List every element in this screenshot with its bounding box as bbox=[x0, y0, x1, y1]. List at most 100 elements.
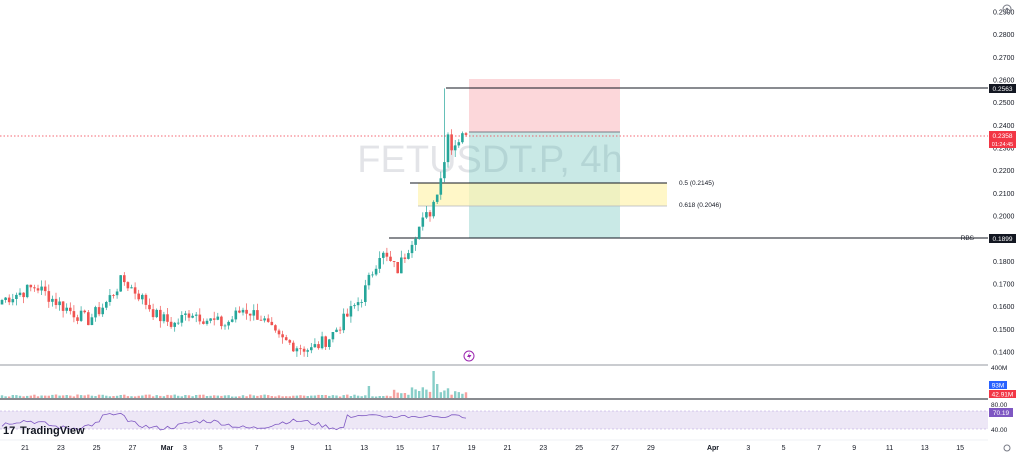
candle-body bbox=[223, 325, 227, 327]
volume-bar bbox=[403, 393, 407, 398]
candle-body bbox=[432, 201, 435, 217]
candle-body bbox=[421, 217, 425, 227]
date-tick-label: 27 bbox=[129, 445, 137, 452]
date-tick-label: 27 bbox=[611, 445, 619, 452]
volume-bar bbox=[461, 393, 464, 398]
price-axis[interactable] bbox=[988, 0, 1024, 452]
candle-body bbox=[54, 298, 58, 305]
volume-bar bbox=[195, 395, 198, 398]
volume-bar bbox=[457, 392, 460, 398]
candle-body bbox=[115, 291, 119, 296]
volume-bar bbox=[61, 395, 65, 398]
candle-body bbox=[105, 302, 108, 308]
volume-bar bbox=[187, 395, 191, 398]
volume-bar bbox=[407, 394, 410, 398]
fib-retracement-zone[interactable] bbox=[418, 183, 667, 206]
volume-bar bbox=[36, 396, 40, 398]
volume-bar bbox=[342, 395, 345, 398]
volume-bar bbox=[464, 392, 468, 398]
candle-body bbox=[461, 133, 464, 143]
fib-0.5-label: 0.5 (0.2145) bbox=[679, 180, 714, 187]
volume-bar bbox=[324, 395, 327, 398]
candle-body bbox=[212, 318, 216, 320]
candle-body bbox=[241, 309, 245, 313]
candle-body bbox=[342, 313, 345, 331]
candle-body bbox=[443, 162, 446, 179]
volume-bar bbox=[259, 395, 263, 398]
volume-bar bbox=[338, 396, 342, 398]
candle-body bbox=[414, 238, 417, 245]
volume-bar bbox=[385, 395, 389, 398]
volume-bar bbox=[4, 396, 7, 398]
volume-bar bbox=[252, 395, 255, 398]
candle-body bbox=[252, 310, 256, 316]
candle-body bbox=[11, 299, 15, 303]
candle-body bbox=[306, 350, 309, 352]
lightning-icon[interactable] bbox=[463, 350, 475, 362]
candle-body bbox=[83, 310, 86, 313]
volume-bar bbox=[249, 394, 252, 398]
stop-loss-zone[interactable] bbox=[469, 79, 620, 132]
volume-bar bbox=[169, 395, 173, 398]
candle-body bbox=[360, 302, 363, 303]
volume-ma-value: 93M bbox=[992, 383, 1005, 390]
date-tick-label: 13 bbox=[921, 445, 929, 452]
top-level-value: 0.2563 bbox=[993, 86, 1013, 93]
volume-ma-tag bbox=[989, 381, 1007, 389]
price-tick-label: 0.2900 bbox=[993, 10, 1015, 17]
price-tick-label: 0.2300 bbox=[993, 146, 1015, 153]
volume-bar bbox=[97, 394, 101, 398]
volume-bar bbox=[263, 394, 266, 398]
candle-body bbox=[389, 256, 392, 261]
volume-bar bbox=[328, 395, 331, 398]
tradingview-logo[interactable]: 17 TradingView bbox=[3, 425, 85, 437]
settings-icon-bottom[interactable] bbox=[1003, 444, 1011, 452]
volume-bar bbox=[302, 395, 306, 398]
candle-body bbox=[281, 334, 284, 338]
fib-0.618-label: 0.618 (0.2046) bbox=[679, 202, 721, 209]
volume-bar bbox=[223, 395, 227, 398]
price-tick-label: 0.1800 bbox=[993, 259, 1015, 266]
candle-body bbox=[346, 313, 349, 317]
rsi-line bbox=[1, 412, 467, 431]
volume-bar bbox=[15, 395, 18, 398]
candle-body bbox=[364, 285, 367, 302]
volume-bar bbox=[292, 395, 295, 398]
volume-bar bbox=[389, 396, 392, 398]
volume-bar bbox=[310, 395, 313, 398]
price-tick-label: 0.1400 bbox=[993, 350, 1015, 357]
rbs-tag bbox=[989, 234, 1016, 243]
candle-body bbox=[392, 261, 396, 262]
candle-body bbox=[439, 178, 443, 195]
volume-bar bbox=[47, 395, 50, 398]
rsi-current-value: 70.19 bbox=[993, 410, 1010, 417]
candle-body bbox=[205, 320, 209, 324]
current-price-tag bbox=[989, 131, 1016, 148]
candle-body bbox=[400, 257, 403, 274]
candle-body bbox=[58, 301, 61, 306]
volume-bar bbox=[410, 387, 414, 398]
candle-body bbox=[299, 348, 302, 350]
volume-bar bbox=[166, 394, 169, 398]
volume-bar bbox=[137, 395, 140, 398]
volume-bar bbox=[144, 394, 148, 398]
volume-axis-label: 400M bbox=[991, 365, 1007, 372]
candle-body bbox=[274, 325, 277, 331]
candle-body bbox=[371, 274, 374, 276]
settings-icon[interactable] bbox=[1002, 4, 1012, 14]
candle-body bbox=[220, 316, 223, 327]
price-tick-label: 0.2700 bbox=[993, 55, 1015, 62]
candle-body bbox=[162, 314, 166, 322]
volume-bar bbox=[40, 395, 43, 398]
candle-body bbox=[313, 344, 317, 348]
volume-bar bbox=[105, 395, 108, 398]
candle-body bbox=[209, 318, 212, 321]
plot-area[interactable] bbox=[0, 0, 988, 452]
volume-bar bbox=[133, 396, 137, 398]
volume-bar bbox=[432, 371, 435, 398]
candle-body bbox=[292, 342, 295, 352]
volume-bar bbox=[356, 395, 360, 398]
rsi-value-tag bbox=[989, 408, 1013, 417]
candle-body bbox=[266, 318, 270, 322]
